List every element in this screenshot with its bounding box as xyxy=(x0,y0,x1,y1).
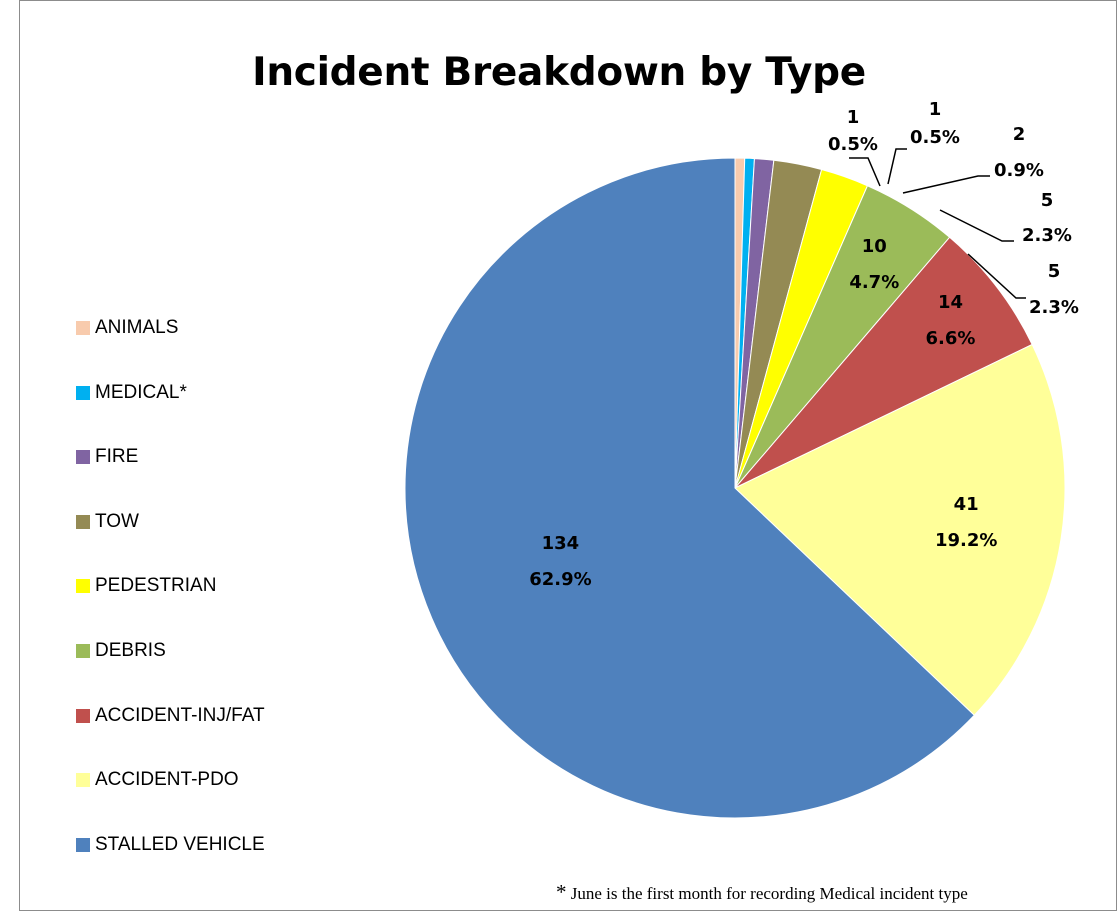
data-labels: 1 0.5% 1 0.5% 2 0.9% 5 2.3% 5 2.3% 10 4.7% 14 6.6% 41 1… xyxy=(529,99,1079,590)
data-label-percent-medical: 0.5% xyxy=(910,127,960,148)
data-label-value-tow: 5 xyxy=(1041,190,1054,211)
legend-label: ANIMALS xyxy=(95,317,179,338)
data-label-percent-stalled-vehicle: 62.9% xyxy=(529,569,591,590)
legend-swatch xyxy=(76,708,90,723)
data-label-value-stalled-vehicle: 134 xyxy=(542,533,580,554)
pie-slice-accident-inj-fat xyxy=(734,236,1033,489)
legend-label: MEDICAL* xyxy=(95,381,187,403)
data-label-percent-animals: 0.5% xyxy=(828,134,878,155)
leader-line-fire xyxy=(902,175,990,194)
data-label-value-accident-pdo: 41 xyxy=(954,494,979,515)
footnote: * June is the first month for recording … xyxy=(556,880,968,905)
leader-line-tow xyxy=(939,209,1014,242)
legend-swatch xyxy=(76,773,90,788)
data-label-value-fire: 2 xyxy=(1013,124,1026,145)
legend-item-accident-inj-fat: ACCIDENT-INJ/FAT xyxy=(76,703,265,729)
pie-slice-accident-pdo xyxy=(734,343,1066,716)
data-label-percent-accident-pdo: 19.2% xyxy=(935,530,997,551)
data-label-value-accident-inj-fat: 14 xyxy=(938,292,963,313)
legend-item-animals: ANIMALS xyxy=(76,315,178,341)
legend-swatch xyxy=(76,385,90,400)
legend-item-stalled-vehicle: STALLED VEHICLE xyxy=(76,832,265,858)
data-label-value-debris: 10 xyxy=(862,236,887,257)
legend-item-pedestrian: PEDESTRIAN xyxy=(76,573,216,599)
legend-swatch xyxy=(76,644,90,658)
pie-slice-stalled-vehicle xyxy=(404,157,975,819)
legend-swatch xyxy=(76,321,90,335)
data-label-value-medical: 1 xyxy=(929,99,942,120)
data-label-percent-accident-inj-fat: 6.6% xyxy=(926,328,976,349)
leader-line-pedestrian xyxy=(967,253,1026,299)
footnote-asterisk: * xyxy=(556,880,567,904)
legend-item-accident-pdo: ACCIDENT-PDO xyxy=(76,767,239,793)
legend-item-debris: DEBRIS xyxy=(76,638,166,664)
legend-label: TOW xyxy=(95,510,139,532)
data-label-percent-fire: 0.9% xyxy=(994,160,1044,181)
data-label-percent-tow: 2.3% xyxy=(1022,225,1072,246)
data-label-percent-pedestrian: 2.3% xyxy=(1029,297,1079,318)
legend-label: DEBRIS xyxy=(95,640,166,661)
legend-item-fire: FIRE xyxy=(76,444,138,470)
legend-item-tow: TOW xyxy=(76,509,139,535)
legend-swatch xyxy=(76,837,90,852)
pie-slices xyxy=(404,157,1066,819)
data-label-value-pedestrian: 5 xyxy=(1048,261,1061,282)
legend-label: PEDESTRIAN xyxy=(95,575,217,597)
chart-title: Incident Breakdown by Type xyxy=(252,50,866,95)
legend-swatch xyxy=(76,450,90,465)
data-label-value-animals: 1 xyxy=(847,107,860,128)
leader-line-animals xyxy=(849,157,881,187)
legend-label: ACCIDENT-PDO xyxy=(95,769,239,791)
footnote-text: June is the first month for recording Me… xyxy=(566,884,968,903)
legend-swatch xyxy=(76,514,90,529)
legend-label: STALLED VEHICLE xyxy=(95,833,265,855)
legend-swatch xyxy=(76,579,90,594)
leader-line-medical xyxy=(887,148,907,185)
legend-label: FIRE xyxy=(95,446,139,468)
legend-item-medical: MEDICAL* xyxy=(76,380,187,406)
data-label-percent-debris: 4.7% xyxy=(849,272,899,293)
legend-label: ACCIDENT-INJ/FAT xyxy=(95,704,265,726)
